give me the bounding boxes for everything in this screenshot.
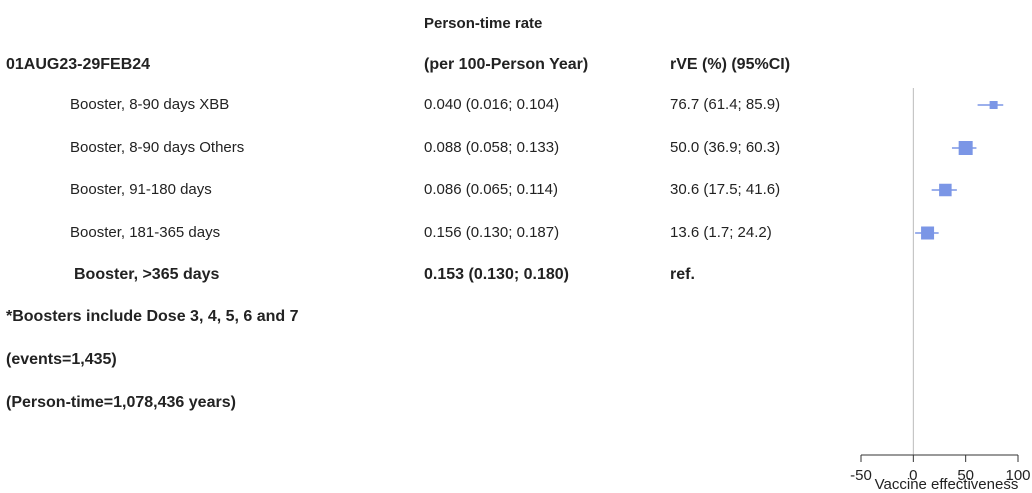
row-rve: 30.6 (17.5; 41.6) <box>670 181 781 198</box>
note-boosters: *Boosters include Dose 3, 4, 5, 6 and 7 <box>6 308 299 325</box>
row-rate: 0.086 (0.065; 0.114) <box>424 181 558 198</box>
row-rve: 13.6 (1.7; 24.2) <box>670 224 772 241</box>
rate-header-line2: (per 100-Person Year) <box>424 56 589 73</box>
point-marker <box>939 183 952 197</box>
x-axis-label: Vaccine effectiveness <box>875 476 1019 493</box>
row-rve: ref. <box>670 266 695 283</box>
row-label: Booster, 8-90 days Others <box>70 139 245 156</box>
row-label: Booster, 181-365 days <box>70 224 221 241</box>
period-title: 01AUG23-29FEB24 <box>6 56 151 73</box>
row-rate: 0.088 (0.058; 0.133) <box>424 139 560 156</box>
point-marker <box>989 101 998 109</box>
x-tick-label: -50 <box>850 467 872 484</box>
x-tick-label: 100 <box>1005 467 1030 484</box>
row-rve: 50.0 (36.9; 60.3) <box>670 139 781 156</box>
point-marker <box>958 141 973 155</box>
rate-header-line1: Person-time rate <box>424 15 543 32</box>
x-tick-label: 0 <box>909 467 917 484</box>
point-marker <box>921 226 935 240</box>
row-rate: 0.153 (0.130; 0.180) <box>424 266 569 283</box>
row-label: Booster, 91-180 days <box>70 181 212 198</box>
note-person-time: (Person-time=1,078,436 years) <box>6 394 236 411</box>
row-label: Booster, 8-90 days XBB <box>70 96 230 113</box>
row-label: Booster, >365 days <box>74 266 220 283</box>
row-rate: 0.040 (0.016; 0.104) <box>424 96 560 113</box>
row-rve: 76.7 (61.4; 85.9) <box>670 96 781 113</box>
row-rate: 0.156 (0.130; 0.187) <box>424 224 560 241</box>
rve-header: rVE (%) (95%CI) <box>670 56 791 73</box>
x-tick-label: 50 <box>957 467 974 484</box>
note-events: (events=1,435) <box>6 351 117 368</box>
